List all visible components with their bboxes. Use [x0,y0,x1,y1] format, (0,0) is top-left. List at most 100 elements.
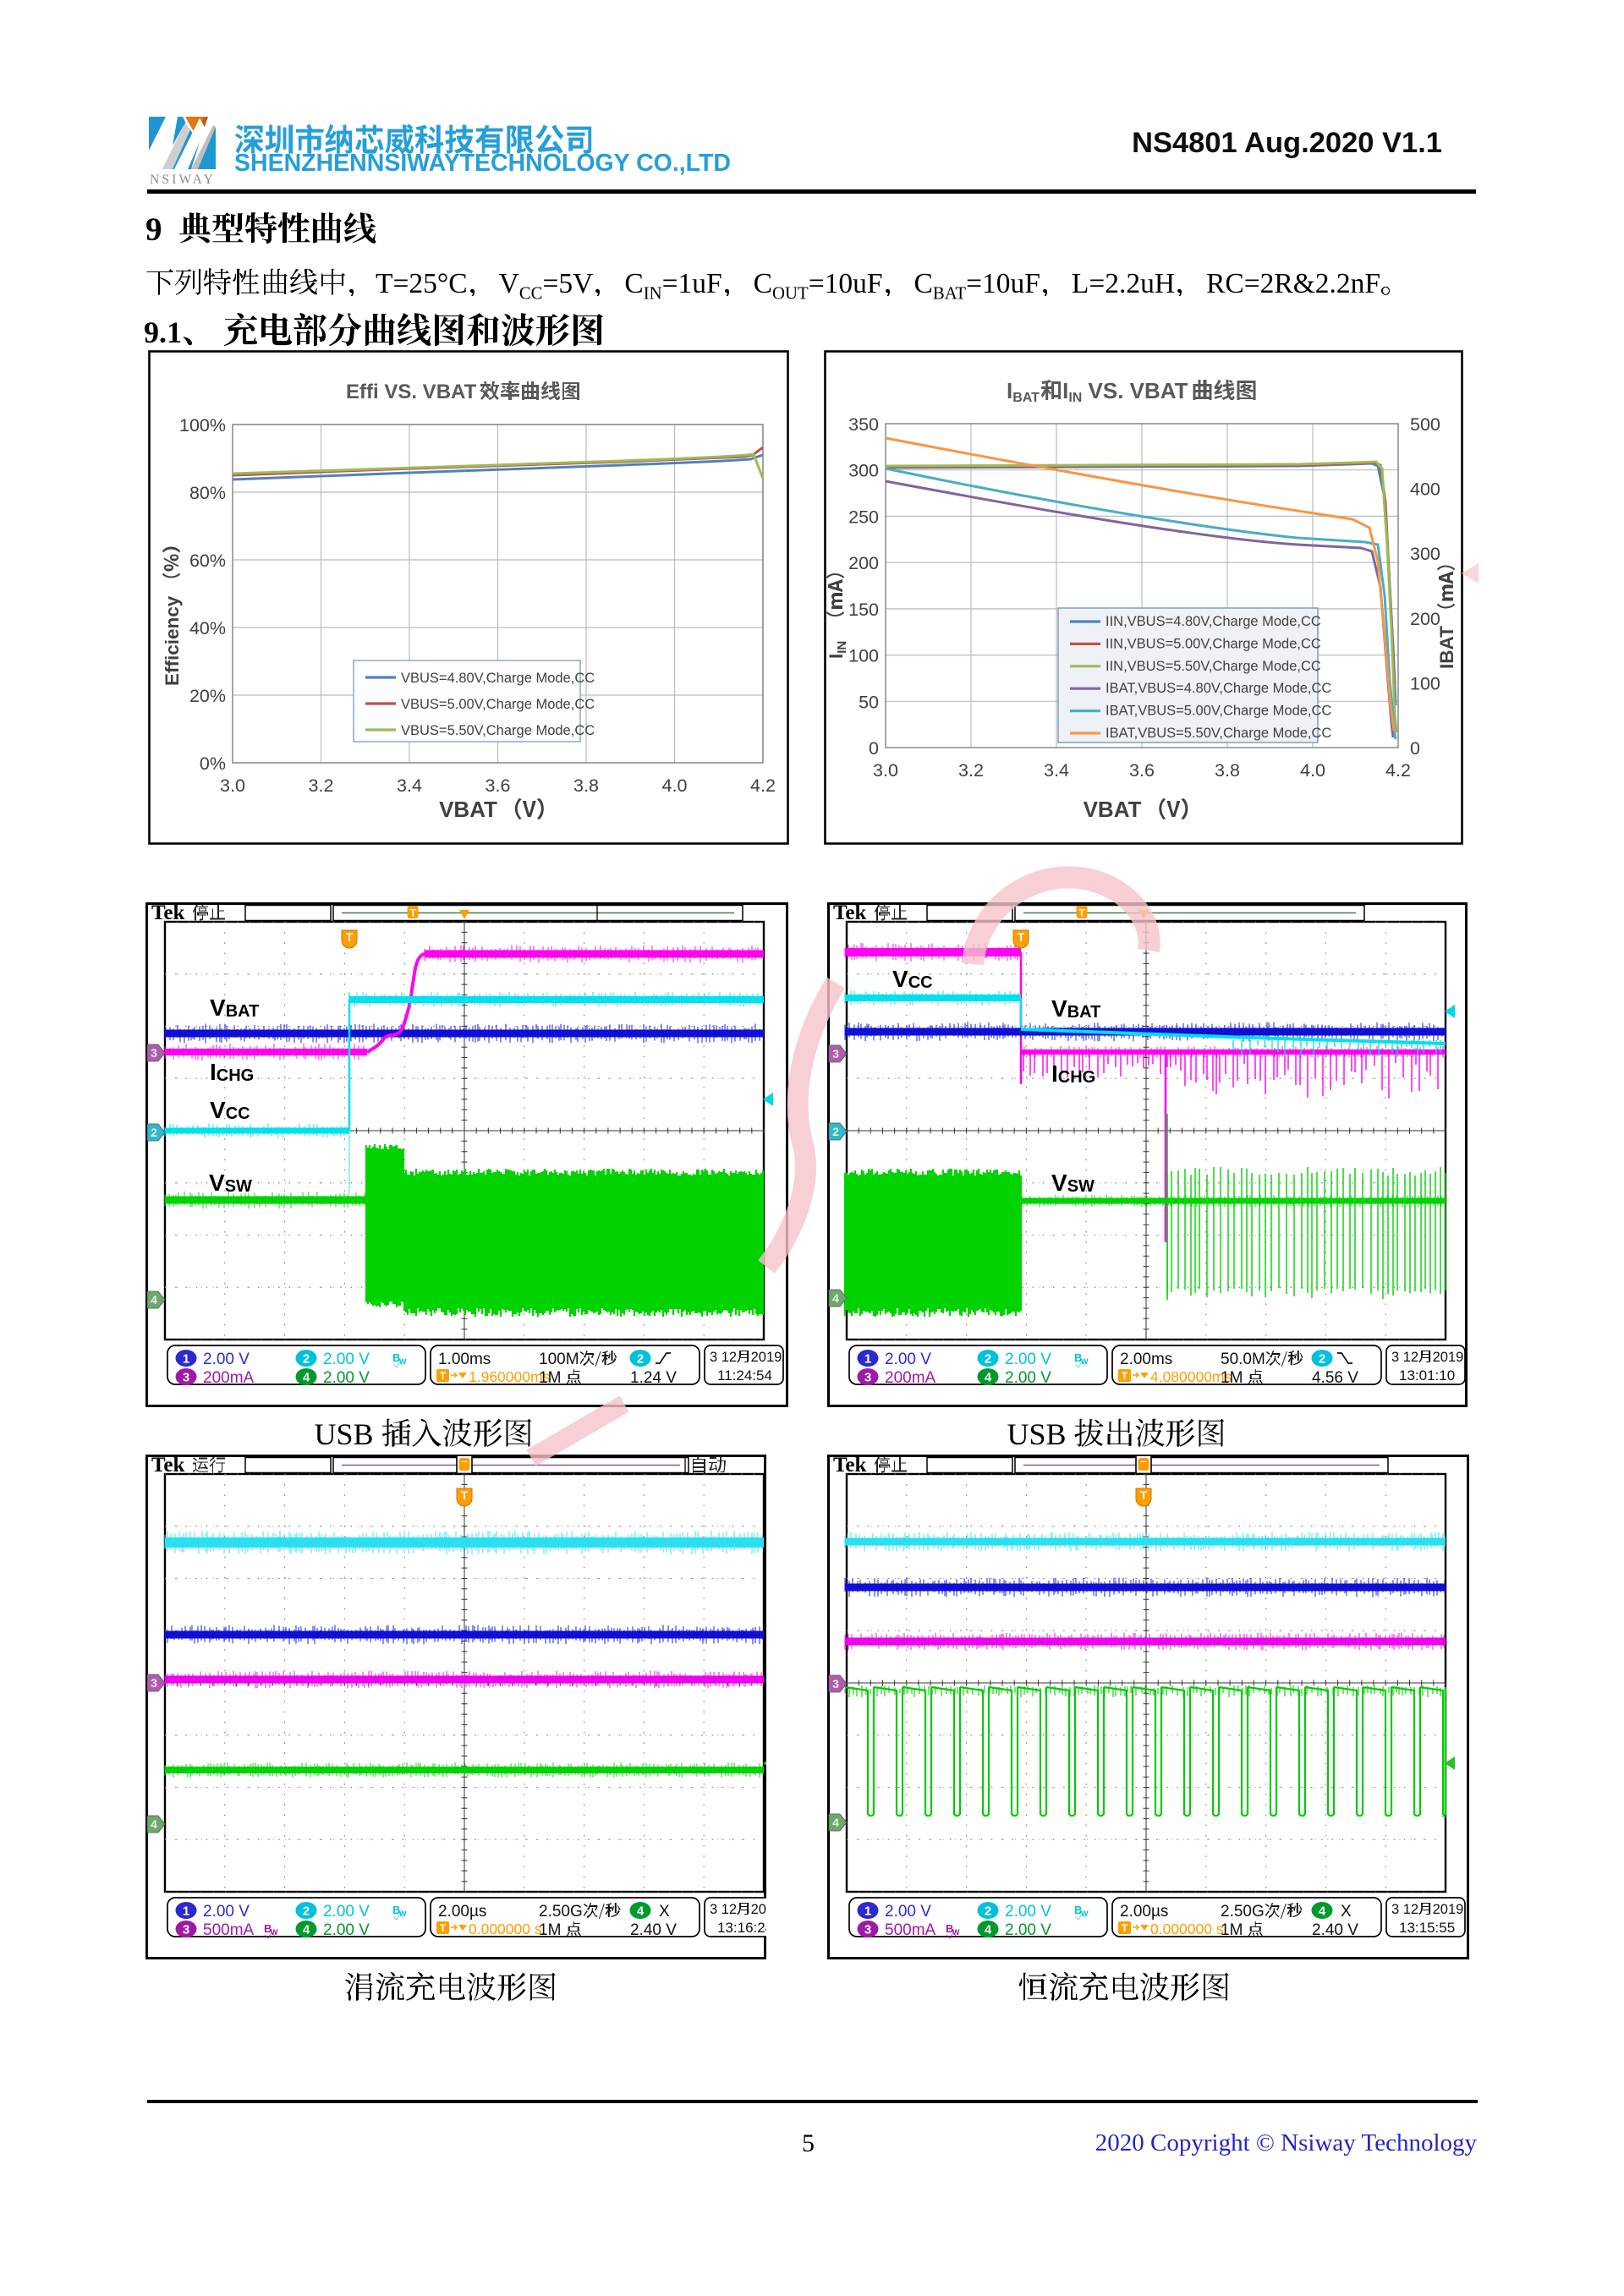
svg-text:4: 4 [303,1371,310,1385]
svg-text:1M: 1M [1221,1921,1243,1939]
svg-text:4: 4 [985,1923,992,1937]
svg-text:4.2: 4.2 [1385,760,1411,781]
svg-text:3.0: 3.0 [873,760,898,781]
svg-text:2.00µs: 2.00µs [1120,1903,1168,1921]
svg-text:W: W [399,1910,407,1918]
svg-text:3 12: 3 12 [710,1902,737,1917]
svg-text:B: B [946,1922,953,1935]
svg-text:2: 2 [303,1904,310,1919]
svg-text:1.00ms: 1.00ms [438,1351,491,1368]
svg-text:Effi VS. VBAT: Effi VS. VBAT [346,381,477,403]
svg-text:3 12: 3 12 [1391,1350,1418,1365]
svg-text:Efficiency: Efficiency [162,595,183,686]
svg-text:Tek: Tek [833,902,866,924]
svg-text:IBAT,VBUS=5.50V,Charge Mode,CC: IBAT,VBUS=5.50V,Charge Mode,CC [1106,726,1331,741]
svg-text:W: W [399,1357,407,1366]
svg-text:4.2: 4.2 [750,775,776,796]
svg-text:W: W [952,1928,960,1937]
svg-text:2: 2 [303,1352,310,1367]
svg-text:80%: 80% [189,483,226,503]
svg-text:2.00 V: 2.00 V [1005,1903,1051,1921]
svg-text:100%: 100% [179,415,226,436]
svg-text:2: 2 [1319,1352,1325,1367]
svg-text:2019: 2019 [1433,1350,1464,1365]
svg-text:2: 2 [832,1125,839,1138]
svg-text:3: 3 [151,1046,157,1060]
svg-text:4: 4 [151,1817,157,1831]
svg-text:3: 3 [183,1371,189,1385]
svg-text:3.2: 3.2 [958,760,984,781]
svg-text:4.080000ms: 4.080000ms [1150,1368,1232,1385]
svg-text:4: 4 [1319,1904,1326,1919]
svg-text:3: 3 [864,1371,871,1385]
svg-text:500: 500 [1410,414,1440,435]
svg-text:T: T [1122,1922,1128,1934]
svg-text:B: B [1074,1351,1082,1364]
svg-text:300: 300 [1410,544,1440,564]
svg-text:2019: 2019 [751,1350,782,1365]
svg-text:350: 350 [848,414,879,435]
svg-text:3.4: 3.4 [397,775,422,796]
svg-text:300: 300 [848,461,879,481]
svg-text:2.00 V: 2.00 V [1005,1369,1051,1387]
svg-text:100M: 100M [539,1351,579,1368]
svg-text:IIN,VBUS=5.00V,Charge Mode,CC: IIN,VBUS=5.00V,Charge Mode,CC [1106,636,1321,651]
svg-text:200mA: 200mA [203,1369,255,1387]
svg-text:4.0: 4.0 [662,775,688,796]
svg-text:T: T [1122,1370,1128,1382]
svg-text:0.000000 s: 0.000000 s [1150,1921,1224,1937]
svg-text:T: T [440,1922,447,1934]
svg-text:0: 0 [869,738,879,759]
svg-text:11:24:54: 11:24:54 [717,1367,772,1384]
svg-text:IIN,VBUS=4.80V,Charge Mode,CC: IIN,VBUS=4.80V,Charge Mode,CC [1106,614,1321,629]
svg-text:B: B [392,1904,400,1916]
svg-text:13:15:55: 13:15:55 [1399,1920,1455,1936]
svg-text:3.6: 3.6 [486,775,511,796]
svg-text:1.24 V: 1.24 V [630,1369,677,1387]
svg-text:3.2: 3.2 [309,775,334,796]
svg-text:4: 4 [832,1816,839,1829]
svg-text:3: 3 [864,1923,871,1937]
svg-text:VBAT: VBAT [439,797,497,822]
svg-text:IIN VS. VBAT: IIN VS. VBAT [1062,378,1188,405]
svg-text:T: T [1140,1488,1148,1502]
svg-text:W: W [1081,1357,1089,1366]
svg-text:13:16:24: 13:16:24 [717,1920,766,1936]
svg-text:2.40 V: 2.40 V [1312,1921,1358,1939]
svg-text:VBUS=5.00V,Charge Mode,CC: VBUS=5.00V,Charge Mode,CC [401,697,595,712]
svg-text:3: 3 [183,1923,189,1937]
svg-text:T: T [1078,907,1085,919]
svg-text:2.00µs: 2.00µs [438,1903,486,1921]
svg-text:1M: 1M [539,1369,561,1387]
svg-text:1M: 1M [1221,1369,1243,1387]
svg-text:2.00 V: 2.00 V [885,1351,931,1368]
svg-text:4: 4 [303,1923,310,1937]
svg-text:1M: 1M [539,1921,561,1939]
svg-text:2019: 2019 [1433,1902,1464,1917]
svg-text:60%: 60% [189,551,226,571]
svg-text:2.00 V: 2.00 V [323,1369,370,1387]
svg-text:1: 1 [183,1352,189,1367]
svg-text:Tek: Tek [151,902,184,924]
svg-text:1.960000ms: 1.960000ms [469,1368,551,1385]
svg-text:1: 1 [864,1352,871,1367]
svg-text:VBAT: VBAT [1084,797,1142,822]
svg-text:3.8: 3.8 [1215,760,1240,781]
svg-text:IBAT: IBAT [1436,626,1457,669]
svg-text:2: 2 [985,1904,991,1919]
svg-text:2.00 V: 2.00 V [203,1903,250,1921]
svg-text:T: T [1018,930,1025,944]
svg-text:2.00 V: 2.00 V [1005,1921,1051,1939]
svg-text:2.50G: 2.50G [1221,1903,1265,1921]
svg-text:Tek: Tek [833,1455,866,1477]
svg-text:4.0: 4.0 [1300,760,1325,781]
svg-text:2: 2 [151,1126,157,1139]
svg-text:500mA: 500mA [885,1921,936,1939]
svg-text:T: T [461,1488,469,1502]
svg-text:3 12: 3 12 [710,1350,737,1365]
svg-text:2019: 2019 [751,1902,766,1917]
svg-text:W: W [1081,1910,1089,1918]
svg-text:100: 100 [848,646,879,666]
svg-text:13:01:10: 13:01:10 [1399,1367,1455,1384]
svg-text:4: 4 [151,1293,157,1307]
